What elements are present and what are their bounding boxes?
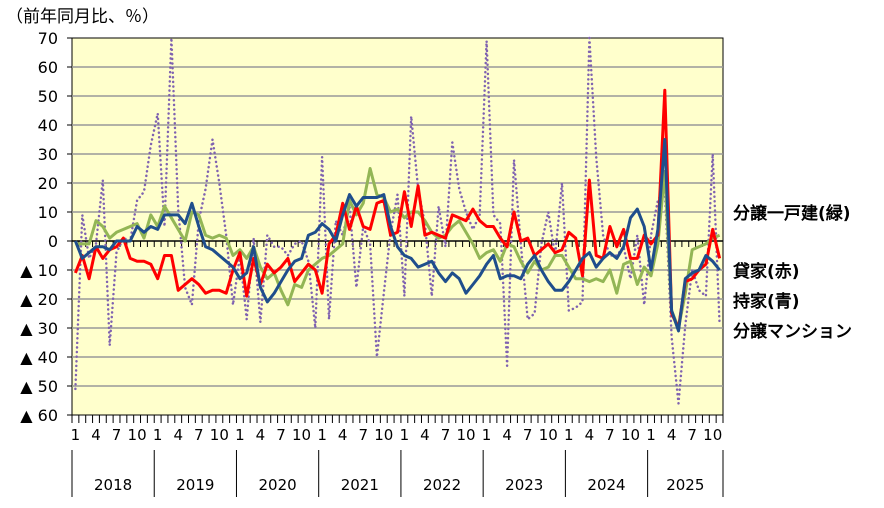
- x-month-label: 4: [256, 426, 266, 444]
- x-month-label: 4: [667, 426, 677, 444]
- y-tick-label: ▲ 30: [20, 319, 58, 338]
- x-month-label: 10: [621, 426, 640, 444]
- label-detached-house: 分譲一戸建(緑): [733, 204, 851, 224]
- x-month-label: 10: [292, 426, 311, 444]
- y-tick-label: 30: [38, 145, 58, 164]
- x-year-label: 2021: [341, 476, 379, 494]
- x-year-label: 2023: [505, 476, 543, 494]
- y-tick-label: 60: [38, 58, 58, 77]
- x-month-label: 1: [482, 426, 492, 444]
- x-month-label: 7: [358, 426, 368, 444]
- x-month-label: 1: [153, 426, 163, 444]
- x-month-label: 7: [276, 426, 286, 444]
- x-month-label: 4: [91, 426, 101, 444]
- y-tick-label: 40: [38, 116, 58, 135]
- x-month-label: 1: [71, 426, 81, 444]
- x-month-label: 4: [173, 426, 183, 444]
- x-month-label: 1: [564, 426, 574, 444]
- x-month-label: 10: [456, 426, 475, 444]
- label-owner-occupied: 持家(青): [733, 292, 800, 312]
- y-tick-label: 50: [38, 87, 58, 106]
- x-month-label: 7: [112, 426, 122, 444]
- y-tick-label: ▲ 10: [20, 261, 58, 280]
- x-month-label: 7: [441, 426, 451, 444]
- series-持家(青): [74, 138, 721, 333]
- chart-title: （前年同月比、％）: [6, 7, 159, 27]
- x-month-label: 10: [128, 426, 147, 444]
- x-month-label: 10: [374, 426, 393, 444]
- x-month-label: 4: [338, 426, 348, 444]
- y-tick-label: 10: [38, 203, 58, 222]
- y-tick-label: ▲ 50: [20, 377, 58, 396]
- x-month-label: 10: [210, 426, 229, 444]
- y-tick-label: 0: [48, 232, 58, 251]
- x-year-label: 2018: [94, 476, 132, 494]
- y-tick-label: ▲ 60: [20, 406, 58, 425]
- x-month-label: 10: [539, 426, 558, 444]
- x-year-label: 2020: [258, 476, 296, 494]
- x-month-label: 4: [585, 426, 595, 444]
- x-month-label: 1: [646, 426, 656, 444]
- y-tick-label: 70: [38, 29, 58, 48]
- x-month-label: 1: [400, 426, 410, 444]
- y-tick-label: ▲ 40: [20, 348, 58, 367]
- label-rental: 貸家(赤): [733, 262, 800, 282]
- x-month-label: 7: [523, 426, 533, 444]
- x-month-label: 4: [502, 426, 512, 444]
- x-year-label: 2024: [587, 476, 625, 494]
- x-year-label: 2019: [176, 476, 214, 494]
- x-year-label: 2025: [666, 476, 704, 494]
- x-month-label: 4: [420, 426, 430, 444]
- x-month-label: 1: [235, 426, 245, 444]
- y-tick-label: 20: [38, 174, 58, 193]
- x-month-label: 10: [703, 426, 722, 444]
- label-condominium: 分譲マンション: [733, 322, 852, 342]
- x-month-label: 7: [605, 426, 615, 444]
- x-year-label: 2022: [423, 476, 461, 494]
- x-month-label: 7: [687, 426, 697, 444]
- y-tick-label: ▲ 20: [20, 290, 58, 309]
- x-month-label: 1: [317, 426, 327, 444]
- x-month-label: 7: [194, 426, 204, 444]
